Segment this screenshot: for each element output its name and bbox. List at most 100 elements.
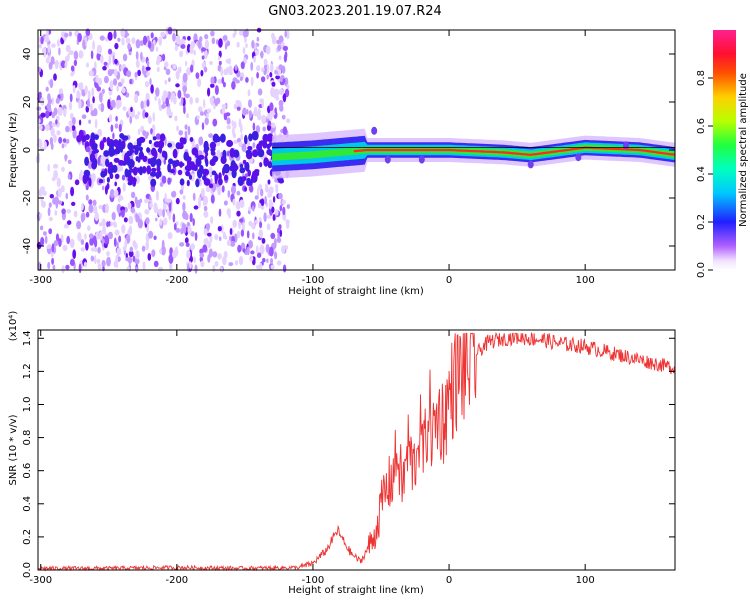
noise-blob <box>216 149 221 160</box>
noise-blob <box>174 44 178 52</box>
noise-blob <box>241 176 247 182</box>
noise-blob <box>278 88 284 95</box>
noise-blob <box>204 117 209 126</box>
noise-blob <box>171 191 176 198</box>
noise-blob <box>131 206 135 214</box>
noise-blob <box>116 203 122 214</box>
noise-blob <box>134 242 138 250</box>
noise-blob <box>230 240 236 247</box>
noise-blob <box>106 182 110 190</box>
noise-blob <box>96 44 102 55</box>
ridge-blob <box>418 155 425 164</box>
noise-blob <box>212 251 218 258</box>
noise-blob <box>138 146 143 151</box>
noise-blob <box>240 61 245 70</box>
noise-blob <box>144 198 149 204</box>
noise-blob <box>121 174 126 181</box>
spectrogram-xlabel: Height of straight line (km) <box>288 286 424 297</box>
noise-blob <box>39 225 44 231</box>
noise-blob <box>127 142 134 151</box>
noise-blob <box>166 198 172 203</box>
noise-blob <box>278 99 284 107</box>
noise-blob <box>68 50 74 56</box>
noise-blob <box>124 152 128 163</box>
noise-blob <box>168 77 171 82</box>
noise-blob <box>184 93 190 99</box>
x-tick-label: -200 <box>165 275 188 286</box>
noise-blob <box>120 64 124 71</box>
noise-blob <box>204 34 209 40</box>
noise-blob <box>135 59 140 69</box>
noise-blob <box>245 149 252 155</box>
y-tick-label: -40 <box>22 238 33 254</box>
noise-blob <box>265 243 270 253</box>
noise-blob <box>193 205 199 210</box>
noise-blob <box>185 170 191 177</box>
noise-blob <box>172 213 176 223</box>
noise-blob <box>129 115 133 124</box>
noise-blob <box>248 220 253 227</box>
noise-blob <box>51 97 54 106</box>
noise-blob <box>168 253 174 264</box>
noise-blob <box>195 178 200 188</box>
noise-blob <box>162 208 166 218</box>
noise-blob <box>142 65 145 75</box>
noise-blob <box>53 107 58 116</box>
noise-blob <box>209 96 214 104</box>
noise-blob <box>205 223 211 231</box>
noise-blob <box>78 263 82 274</box>
noise-blob <box>178 130 183 136</box>
noise-blob <box>175 227 181 233</box>
snr-panel: -300 -200 -100 0 100 0.0 0.2 0.4 0.6 0.8 1.0 1.2 1.4… <box>8 311 676 596</box>
noise-blob <box>207 254 211 263</box>
noise-blob <box>78 119 82 126</box>
noise-blob <box>222 231 226 240</box>
noise-blob <box>272 196 276 203</box>
noise-blob <box>151 249 156 257</box>
noise-blob <box>90 247 96 252</box>
noise-blob <box>248 99 252 108</box>
noise-blob <box>222 81 226 88</box>
noise-blob <box>282 206 286 216</box>
noise-blob <box>139 198 143 203</box>
noise-blob <box>64 154 67 162</box>
noise-blob <box>252 205 255 212</box>
noise-blob <box>92 96 95 104</box>
noise-blob <box>203 178 211 186</box>
noise-blob <box>201 122 205 131</box>
noise-blob <box>157 266 164 272</box>
noise-blob <box>155 87 160 97</box>
noise-blob <box>48 228 53 235</box>
noise-blob <box>116 241 119 248</box>
noise-blob <box>261 237 266 244</box>
colorbar-ticks: 0.0 0.2 0.4 0.6 0.8 <box>696 70 713 278</box>
noise-blob <box>70 186 75 197</box>
noise-blob <box>159 133 166 142</box>
noise-blob <box>128 51 132 56</box>
noise-blob <box>40 97 45 106</box>
noise-blob <box>246 109 249 115</box>
noise-blob <box>71 201 76 206</box>
noise-blob <box>55 97 60 104</box>
noise-blob <box>156 66 160 73</box>
noise-blob <box>65 264 70 270</box>
noise-blob <box>273 88 280 97</box>
noise-blob <box>175 83 180 88</box>
noise-blob <box>100 54 104 64</box>
noise-blob <box>90 132 96 141</box>
noise-blob <box>255 245 259 254</box>
noise-blob <box>67 174 71 180</box>
noise-blob <box>212 264 216 273</box>
colorbar-tick-label: 0.2 <box>696 214 707 230</box>
noise-blob <box>200 69 204 77</box>
y-tick-label: 40 <box>22 48 33 61</box>
noise-blob <box>70 71 74 77</box>
noise-blob <box>97 263 102 271</box>
noise-blob <box>62 244 68 252</box>
noise-blob <box>61 265 65 274</box>
noise-blob <box>245 43 248 48</box>
ridge-core <box>353 146 676 156</box>
noise-blob <box>58 238 62 247</box>
noise-blob <box>269 246 274 257</box>
noise-blob <box>253 55 256 63</box>
